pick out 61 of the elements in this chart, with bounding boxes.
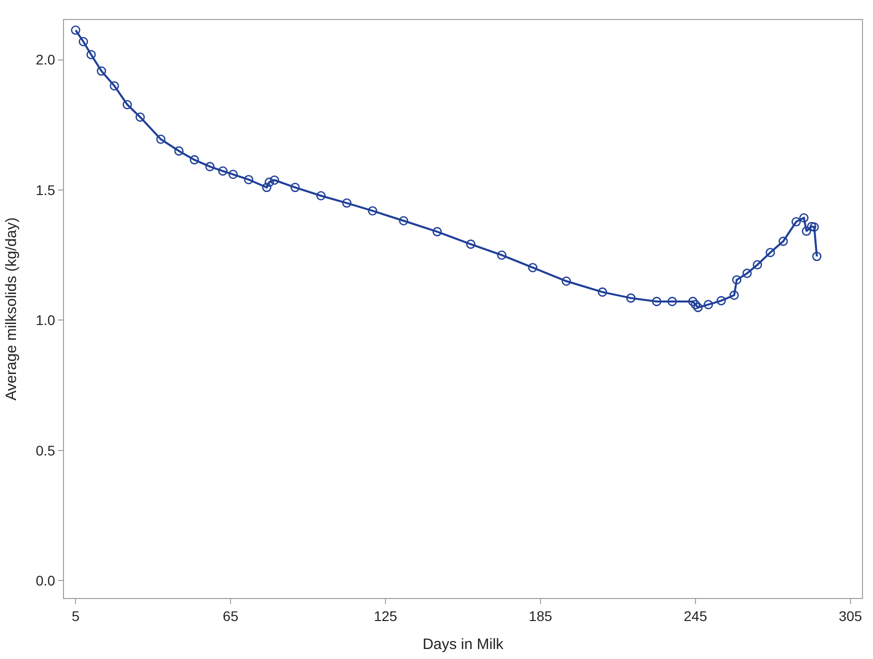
point xyxy=(626,293,636,303)
point xyxy=(688,296,698,306)
point xyxy=(497,250,506,260)
point xyxy=(690,300,700,310)
point xyxy=(693,302,703,312)
x-tick-label: 305 xyxy=(838,608,862,624)
point xyxy=(262,182,272,192)
point xyxy=(316,191,326,200)
point xyxy=(342,198,352,208)
point xyxy=(174,146,184,156)
x-tick-label: 185 xyxy=(528,608,552,624)
point xyxy=(368,206,378,216)
y-tick-label: 0.0 xyxy=(36,572,56,588)
point xyxy=(96,66,106,76)
point xyxy=(290,182,300,192)
point xyxy=(110,81,120,91)
x-tick-label: 125 xyxy=(374,608,398,624)
y-tick-label: 2.0 xyxy=(36,52,56,68)
point xyxy=(398,216,408,226)
point xyxy=(205,162,215,172)
point xyxy=(802,226,812,236)
x-tick-label: 5 xyxy=(72,608,80,624)
point xyxy=(528,262,538,272)
y-tick-label: 1.5 xyxy=(36,182,56,198)
y-tick-label: 0.5 xyxy=(36,442,56,458)
y-axis-title: Average milksolids (kg/day) xyxy=(2,217,20,401)
point xyxy=(799,213,809,223)
point xyxy=(466,240,476,249)
point xyxy=(70,26,80,35)
point xyxy=(78,36,88,46)
point xyxy=(742,268,752,278)
x-tick-label: 245 xyxy=(684,608,708,624)
point xyxy=(792,217,801,226)
point xyxy=(806,222,816,232)
point xyxy=(810,222,819,232)
point xyxy=(432,227,442,236)
point xyxy=(778,236,788,246)
x-tick-label: 65 xyxy=(222,608,239,624)
point xyxy=(752,260,762,270)
point xyxy=(766,248,775,258)
point xyxy=(730,290,739,300)
point xyxy=(270,175,280,185)
point xyxy=(668,296,677,306)
point xyxy=(732,275,742,284)
y-tick-label: 1.0 xyxy=(36,312,56,328)
point xyxy=(228,170,238,180)
point xyxy=(218,166,228,176)
point xyxy=(812,252,822,262)
point xyxy=(244,174,254,184)
x-axis-title: Days in Milk xyxy=(422,636,504,653)
point xyxy=(122,100,132,110)
point xyxy=(598,287,608,297)
point xyxy=(716,296,726,306)
point xyxy=(264,178,274,187)
point xyxy=(190,155,200,164)
point xyxy=(136,112,145,122)
point xyxy=(704,300,713,310)
point xyxy=(86,50,96,60)
point xyxy=(652,296,662,306)
point xyxy=(562,276,571,286)
point xyxy=(156,134,166,144)
